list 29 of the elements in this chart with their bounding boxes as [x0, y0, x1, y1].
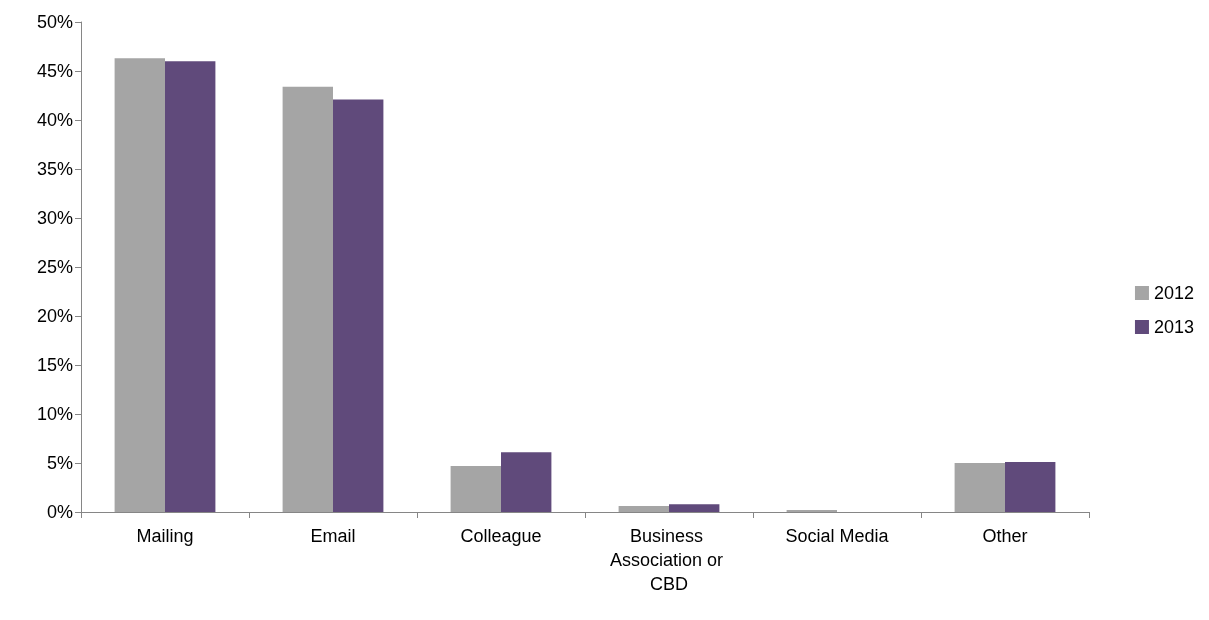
bar — [501, 452, 552, 512]
x-tick-label: Business Association or CBD — [609, 526, 729, 594]
bar — [282, 86, 333, 512]
x-tick-label: Other — [982, 526, 1028, 546]
bar — [618, 506, 669, 512]
y-tick-label: 5% — [46, 453, 73, 473]
y-tick-label: 20% — [36, 306, 73, 326]
x-tick-label: Colleague — [460, 526, 542, 546]
y-tick-label: 50% — [36, 12, 73, 32]
y-tick-label: 40% — [36, 110, 73, 130]
bar — [1005, 462, 1056, 512]
y-tick-label: 25% — [36, 257, 73, 277]
y-tick-label: 15% — [36, 355, 73, 375]
bar — [669, 504, 720, 512]
y-tick-label: 10% — [36, 404, 73, 424]
bar — [954, 463, 1005, 512]
x-tick-label: Email — [310, 526, 356, 546]
y-tick-label: 30% — [36, 208, 73, 228]
bar — [165, 61, 216, 512]
legend-label: 2013 — [1153, 317, 1194, 337]
legend-label: 2012 — [1153, 283, 1194, 303]
x-tick-label: Mailing — [136, 526, 194, 546]
x-tick-label: Social Media — [785, 526, 890, 546]
y-tick-label: 35% — [36, 159, 73, 179]
y-tick-label: 45% — [36, 61, 73, 81]
bar — [114, 58, 165, 512]
y-tick-label: 0% — [46, 502, 73, 522]
bar — [450, 465, 501, 512]
bar — [333, 99, 384, 512]
